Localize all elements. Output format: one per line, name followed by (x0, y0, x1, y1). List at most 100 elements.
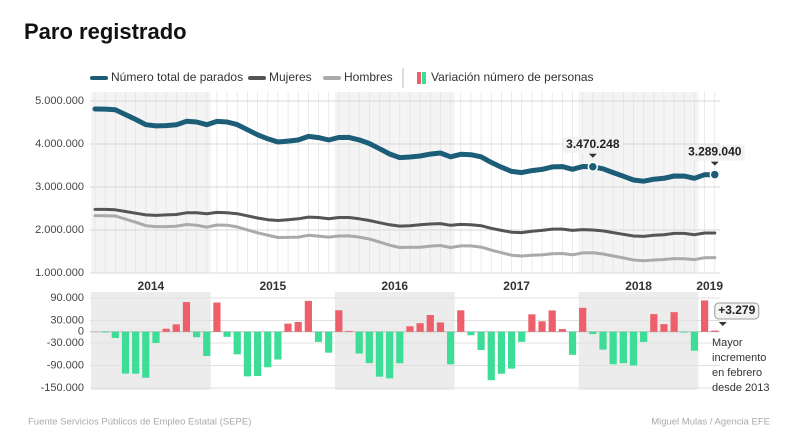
credit: Miguel Mulas / Agencia EFE (651, 417, 770, 428)
x-tick-label: 2014 (138, 279, 165, 293)
series-line (93, 214, 717, 263)
bar (233, 331, 241, 355)
bar (670, 312, 678, 332)
label-pointer (710, 161, 719, 166)
bar (711, 330, 719, 332)
bar (680, 331, 688, 333)
bar (701, 300, 709, 332)
bar (284, 323, 292, 332)
bar (325, 331, 333, 353)
bar (447, 331, 455, 365)
bar (487, 331, 495, 381)
annotation: incremento (712, 352, 766, 364)
x-tick-label: 2015 (259, 279, 286, 293)
bar (558, 329, 566, 332)
y-tick-label: 90.000 (50, 292, 84, 304)
value-label: 3.470.248 (566, 137, 620, 151)
bar (101, 331, 109, 333)
legend-label: Mujeres (269, 70, 312, 84)
y-tick-label: 4.000.000 (35, 138, 84, 150)
bar (304, 300, 312, 332)
bar (609, 331, 617, 365)
value-label: +3.279 (718, 303, 755, 317)
bar (253, 331, 262, 376)
annotation: desde 2013 (712, 382, 770, 394)
x-tick-label: 2019 (696, 279, 723, 293)
label-pointer (588, 153, 597, 158)
bar (365, 331, 373, 364)
annotation: Mayor (712, 337, 743, 349)
bar (477, 331, 485, 350)
bar (314, 331, 323, 342)
bar (335, 310, 343, 332)
legend-label: Hombres (344, 70, 393, 84)
bar (142, 331, 150, 378)
y-tick-label: 30.000 (50, 314, 84, 326)
bar (640, 331, 648, 342)
bar (436, 322, 445, 332)
bar (264, 331, 272, 368)
bar (629, 331, 638, 366)
point-marker (709, 169, 721, 180)
bar (650, 314, 658, 332)
y-tick-label: 3.000.000 (35, 181, 84, 193)
bar (111, 331, 119, 338)
value-label: 3.289.040 (688, 145, 742, 159)
bar (294, 321, 302, 332)
bar (426, 314, 434, 332)
bar (375, 331, 384, 377)
label-pointer (718, 322, 727, 326)
label-box (714, 302, 760, 320)
legend-label: Número total de parados (111, 70, 243, 84)
bar (274, 331, 282, 360)
bar (548, 310, 556, 332)
x-tick-label: 2017 (503, 279, 530, 293)
point-marker (587, 161, 599, 173)
bar (568, 331, 577, 355)
bar (406, 326, 414, 332)
legend-swatch (417, 72, 421, 84)
bar (690, 331, 699, 351)
x-tick-label: 2016 (381, 279, 408, 293)
bar (162, 328, 170, 332)
series-line (93, 207, 717, 238)
bar (497, 331, 505, 374)
y-tick-label: -90.000 (47, 359, 84, 371)
bar (223, 331, 231, 337)
label-box (562, 136, 623, 153)
year-band (578, 292, 699, 390)
bar (589, 331, 597, 335)
y-tick-label: 0 (78, 326, 84, 338)
bar (243, 331, 251, 377)
bar (467, 331, 475, 336)
bar (396, 331, 404, 364)
y-tick-label: 5.000.000 (35, 95, 84, 107)
source: Fuente Servicios Públicos de Empleo Esta… (28, 417, 251, 428)
bar (345, 330, 353, 332)
chart-title: Paro registrado (24, 19, 187, 44)
bar (213, 302, 221, 332)
bar (518, 331, 526, 342)
bar (386, 331, 394, 379)
bar (132, 331, 140, 374)
y-tick-label: -30.000 (47, 337, 84, 349)
bar (355, 331, 363, 354)
year-band (334, 92, 455, 273)
year-band (334, 292, 455, 390)
series-line (92, 106, 718, 184)
bar (121, 331, 130, 374)
annotation: en febrero (712, 367, 762, 379)
legend-label: Variación número de personas (431, 70, 594, 84)
year-band (91, 92, 211, 273)
label-box (684, 144, 745, 161)
bar (507, 331, 516, 369)
bar (172, 324, 180, 332)
y-tick-label: 2.000.000 (35, 224, 84, 236)
y-tick-label: 1.000.000 (35, 267, 84, 279)
year-band (91, 292, 211, 390)
bar (538, 321, 546, 332)
x-tick-label: 2018 (625, 279, 652, 293)
bar (660, 324, 668, 332)
y-tick-label: -150.000 (41, 382, 84, 394)
